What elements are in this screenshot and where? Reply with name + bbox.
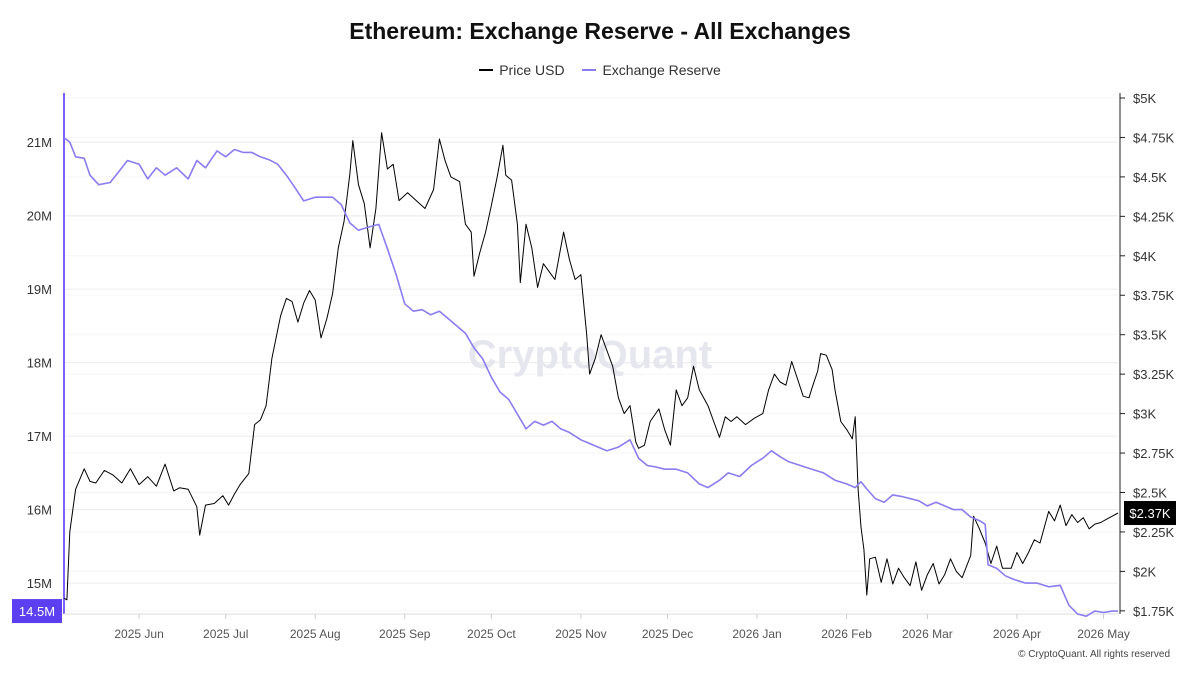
y-left-tick-label: 21M [27,135,52,150]
y-left-tick-label: 17M [27,429,52,444]
y-right-tick-label: $2K [1133,564,1156,579]
current-reserve-label: 14.5M [19,604,55,619]
y-right-tick-label: $3.5K [1133,328,1167,343]
x-tick-label: 2026 Feb [821,627,872,641]
chart-title: Ethereum: Exchange Reserve - All Exchang… [349,18,851,44]
y-left-tick-label: 19M [27,282,52,297]
price-usd-line[interactable] [63,132,1119,601]
copyright-footer: © CryptoQuant. All rights reserved [1018,649,1170,660]
y-left-tick-label: 16M [27,503,52,518]
chart-legend: Price USD Exchange Reserve [0,58,1200,78]
y-right-tick-label: $1.75K [1133,604,1175,619]
y-right-tick-label: $2.25K [1133,525,1175,540]
legend-item-price[interactable]: Price USD [479,62,565,78]
x-tick-label: 2025 Nov [555,627,606,641]
x-tick-label: 2025 Aug [290,627,341,641]
x-tick-label: 2026 Mar [902,627,953,641]
y-left-tick-label: 18M [27,356,52,371]
y-right-tick-label: $3.25K [1133,367,1175,382]
legend-label-price: Price USD [499,62,565,78]
legend-label-reserve: Exchange Reserve [602,62,721,78]
legend-swatch-reserve [582,69,597,71]
y-right-tick-label: $4.25K [1133,209,1175,224]
y-right-tick-label: $4K [1133,249,1156,264]
current-reserve-badge [12,599,62,624]
x-tick-label: 2026 May [1077,627,1130,641]
exchange-reserve-line[interactable] [63,137,1118,618]
x-tick-label: 2025 Sep [379,627,431,641]
y-right-tick-label: $3.75K [1133,288,1175,303]
x-tick-label: 2026 Jan [732,627,781,641]
y-right-tick-label: $5K [1133,91,1156,106]
legend-item-reserve[interactable]: Exchange Reserve [582,62,721,78]
y-right-tick-label: $2.75K [1133,446,1175,461]
x-tick-label: 2025 Jun [114,627,163,641]
y-right-tick-label: $3K [1133,407,1156,422]
legend-swatch-price [479,69,494,71]
x-tick-label: 2025 Dec [642,627,693,641]
y-right-tick-label: $4.75K [1133,130,1175,145]
x-tick-label: 2025 Jul [203,627,248,641]
y-left-tick-label: 15M [27,576,52,591]
y-right-tick-label: $4.5K [1133,170,1167,185]
y-right-tick-label: $2.5K [1133,485,1167,500]
watermark: CryptoQuant [468,333,712,377]
y-left-tick-label: 20M [27,209,52,224]
current-price-badge [1124,501,1176,526]
x-tick-label: 2026 Apr [993,627,1041,641]
current-price-label: $2.37K [1129,506,1171,521]
x-tick-label: 2025 Oct [467,627,516,641]
